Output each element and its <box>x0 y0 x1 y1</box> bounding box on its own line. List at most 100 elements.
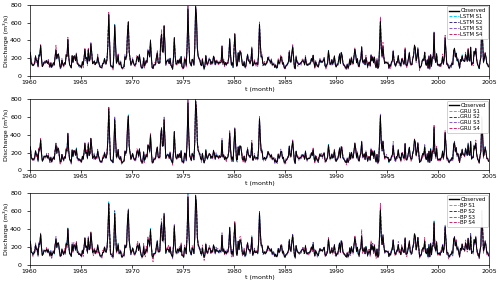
LSTM S1 <box>424 59 430 62</box>
Observed <box>292 256 298 259</box>
LSTM S1 <box>352 53 358 56</box>
LSTM S2 <box>378 17 384 20</box>
BP S3 <box>352 241 358 244</box>
BP S2 <box>52 243 58 247</box>
BP S1 <box>486 253 492 257</box>
LSTM S3 <box>486 66 492 69</box>
LSTM S3 <box>52 56 58 59</box>
Observed <box>192 194 198 197</box>
Observed <box>292 161 298 165</box>
Observed <box>26 53 32 56</box>
GRU S1 <box>52 150 58 154</box>
GRU S2 <box>192 98 198 101</box>
BP S4 <box>437 254 443 258</box>
LSTM S2 <box>26 53 32 56</box>
LSTM S4 <box>26 54 32 57</box>
Line: Observed: Observed <box>30 101 488 163</box>
BP S1 <box>185 192 191 196</box>
GRU S4 <box>378 114 384 117</box>
Line: LSTM S4: LSTM S4 <box>30 6 488 70</box>
BP S3 <box>52 245 58 248</box>
X-axis label: t (month): t (month) <box>244 181 274 186</box>
LSTM S1 <box>201 68 207 71</box>
Observed <box>437 253 443 256</box>
BP S4 <box>486 255 492 258</box>
LSTM S4 <box>52 54 58 58</box>
Line: BP S1: BP S1 <box>30 194 488 258</box>
BP S1 <box>306 252 312 255</box>
BP S3 <box>185 192 191 195</box>
Y-axis label: Discharge (m³/s): Discharge (m³/s) <box>3 203 9 255</box>
Observed <box>424 247 430 250</box>
BP S3 <box>306 252 312 256</box>
GRU S3 <box>378 112 384 116</box>
GRU S3 <box>52 148 58 151</box>
Observed <box>52 244 58 247</box>
LSTM S2 <box>486 65 492 69</box>
LSTM S4 <box>486 65 492 68</box>
GRU S2 <box>424 152 430 155</box>
LSTM S3 <box>306 63 312 66</box>
LSTM S3 <box>378 18 384 22</box>
GRU S2 <box>52 148 58 151</box>
GRU S1 <box>192 100 198 104</box>
LSTM S2 <box>52 55 58 58</box>
BP S3 <box>437 253 443 256</box>
Line: LSTM S3: LSTM S3 <box>30 6 488 70</box>
Observed <box>306 251 312 255</box>
GRU S3 <box>437 158 443 162</box>
BP S2 <box>352 241 358 244</box>
GRU S1 <box>26 147 32 150</box>
BP S1 <box>26 242 32 246</box>
LSTM S3 <box>185 5 191 8</box>
LSTM S2 <box>424 57 430 60</box>
GRU S1 <box>486 160 492 163</box>
BP S3 <box>26 245 32 248</box>
LSTM S4 <box>376 49 382 52</box>
GRU S2 <box>486 160 492 164</box>
BP S2 <box>437 254 443 258</box>
GRU S2 <box>26 148 32 152</box>
Observed <box>424 153 430 156</box>
LSTM S4 <box>424 58 430 61</box>
GRU S3 <box>486 161 492 164</box>
Legend: Observed, GRU S1, GRU S2, GRU S3, GRU S4: Observed, GRU S1, GRU S2, GRU S3, GRU S4 <box>447 101 488 133</box>
Observed <box>26 241 32 245</box>
LSTM S2 <box>192 5 198 8</box>
LSTM S2 <box>352 53 358 56</box>
GRU S1 <box>378 115 384 119</box>
LSTM S2 <box>306 62 312 65</box>
GRU S3 <box>352 149 358 153</box>
BP S3 <box>110 257 116 261</box>
Y-axis label: Discharge (m³/s): Discharge (m³/s) <box>3 14 9 67</box>
LSTM S1 <box>52 55 58 59</box>
LSTM S1 <box>306 63 312 66</box>
Observed <box>352 53 358 56</box>
GRU S3 <box>272 162 278 166</box>
LSTM S4 <box>352 46 358 50</box>
LSTM S1 <box>437 65 443 68</box>
Observed <box>192 99 198 103</box>
Line: GRU S4: GRU S4 <box>30 99 488 165</box>
BP S2 <box>26 242 32 245</box>
GRU S4 <box>486 159 492 162</box>
GRU S2 <box>378 116 384 120</box>
Observed <box>437 64 443 68</box>
GRU S3 <box>306 156 312 160</box>
LSTM S1 <box>378 22 384 25</box>
Line: Observed: Observed <box>30 7 488 69</box>
Line: GRU S1: GRU S1 <box>30 102 488 163</box>
BP S2 <box>150 257 156 260</box>
Line: BP S4: BP S4 <box>30 196 488 262</box>
LSTM S4 <box>185 4 191 7</box>
GRU S2 <box>437 158 443 161</box>
GRU S4 <box>424 152 430 155</box>
BP S2 <box>378 206 384 209</box>
Line: BP S3: BP S3 <box>30 194 488 259</box>
LSTM S2 <box>437 65 443 68</box>
BP S2 <box>306 252 312 255</box>
GRU S2 <box>68 162 74 166</box>
Observed <box>486 254 492 257</box>
BP S4 <box>424 247 430 250</box>
BP S1 <box>424 246 430 249</box>
